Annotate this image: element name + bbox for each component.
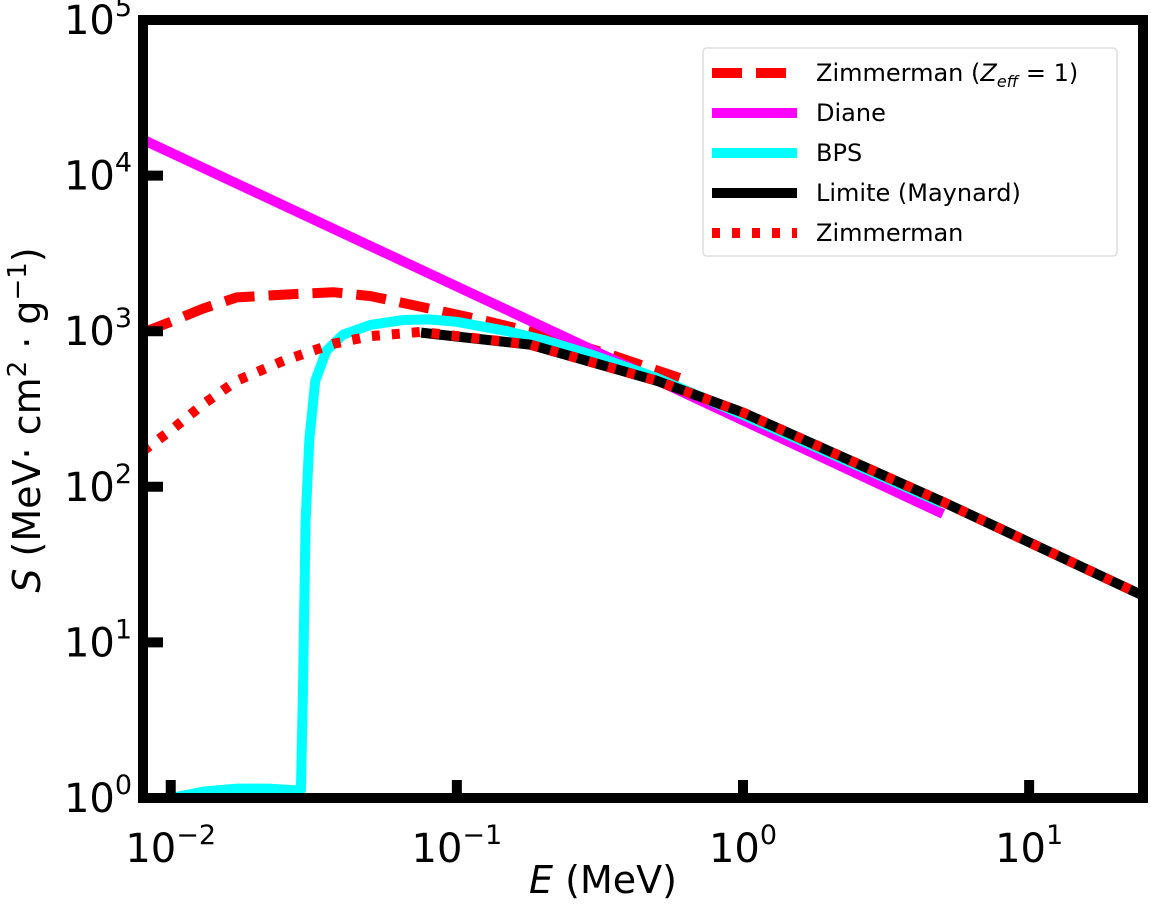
- x-tick-exp: 1: [1046, 820, 1063, 851]
- y-tick-label: 105: [64, 0, 132, 44]
- y-tick-label: 101: [64, 614, 132, 666]
- x-axis-label: E (MeV): [529, 858, 677, 902]
- legend: Zimmerman (Zeff = 1) Diane BPS Limite (Mayn…: [702, 47, 1118, 257]
- legend-label: Zimmerman: [816, 219, 963, 247]
- y-tick-label: 100: [64, 770, 132, 822]
- x-axis-unit: (MeV): [553, 858, 677, 902]
- series-layer: [143, 135, 1143, 798]
- x-tick-label: 100: [709, 820, 777, 872]
- legend-label-main: Zimmerman (: [816, 59, 980, 87]
- legend-label-main: BPS: [816, 139, 862, 167]
- y-tick-exp: 1: [115, 614, 132, 645]
- x-tick-base: 10: [995, 826, 1046, 872]
- y-tick-label: 104: [64, 148, 132, 200]
- y-tick-exp: 3: [115, 303, 132, 334]
- legend-label-end: = 1): [1018, 59, 1078, 87]
- x-axis-var: E: [529, 858, 553, 902]
- y-tick-base: 10: [64, 309, 115, 355]
- y-axis-var: S: [5, 569, 49, 593]
- legend-label-main: Diane: [816, 99, 886, 127]
- series-line-diane: [143, 135, 946, 519]
- y-tick-base: 10: [64, 0, 115, 44]
- x-tick-exp: −1: [462, 820, 502, 851]
- x-tick-base: 10: [412, 826, 463, 872]
- x-tick-base: 10: [709, 826, 760, 872]
- y-tick-exp: 5: [115, 0, 132, 23]
- y-tick-exp: 4: [115, 148, 132, 179]
- legend-label: Zimmerman (Zeff = 1): [816, 59, 1078, 91]
- y-tick-exp: 0: [115, 770, 132, 801]
- x-tick-exp: −2: [176, 820, 216, 851]
- legend-label: BPS: [816, 139, 862, 167]
- y-axis-label: S (MeV· cm2 · g−1): [3, 247, 49, 592]
- x-tick-exp: 0: [760, 820, 777, 851]
- legend-label-main: Limite (Maynard): [816, 179, 1021, 207]
- legend-label: Diane: [816, 99, 886, 127]
- legend-label-var: Z: [979, 59, 997, 87]
- y-axis-unit-c: ): [5, 247, 49, 262]
- plot-frame: [138, 15, 1148, 803]
- y-tick-base: 10: [64, 465, 115, 511]
- y-tick-base: 10: [64, 776, 115, 822]
- x-tick-base: 10: [125, 826, 176, 872]
- legend-label-sub: eff: [997, 72, 1021, 91]
- x-tick-label: 101: [995, 820, 1063, 872]
- x-tick-label: 10−1: [412, 820, 503, 872]
- x-tick-label: 10−2: [125, 820, 216, 872]
- y-axis-unit-b-exp: −1: [3, 262, 33, 300]
- y-tick-base: 10: [64, 620, 115, 666]
- series-line-bps: [169, 314, 946, 798]
- legend-label: Limite (Maynard): [816, 179, 1021, 207]
- y-axis-unit-a: (MeV· cm: [5, 377, 49, 568]
- legend-label-main: Zimmerman: [816, 219, 963, 247]
- y-tick-label: 102: [64, 459, 132, 511]
- y-tick-label: 103: [64, 303, 132, 355]
- y-axis-unit-a-exp: 2: [3, 361, 33, 378]
- y-axis-unit-b: · g: [5, 300, 49, 360]
- y-tick-base: 10: [64, 154, 115, 200]
- y-tick-exp: 2: [115, 459, 132, 490]
- legend-box: [702, 47, 1118, 257]
- series-line-zimmerman: [143, 326, 1143, 601]
